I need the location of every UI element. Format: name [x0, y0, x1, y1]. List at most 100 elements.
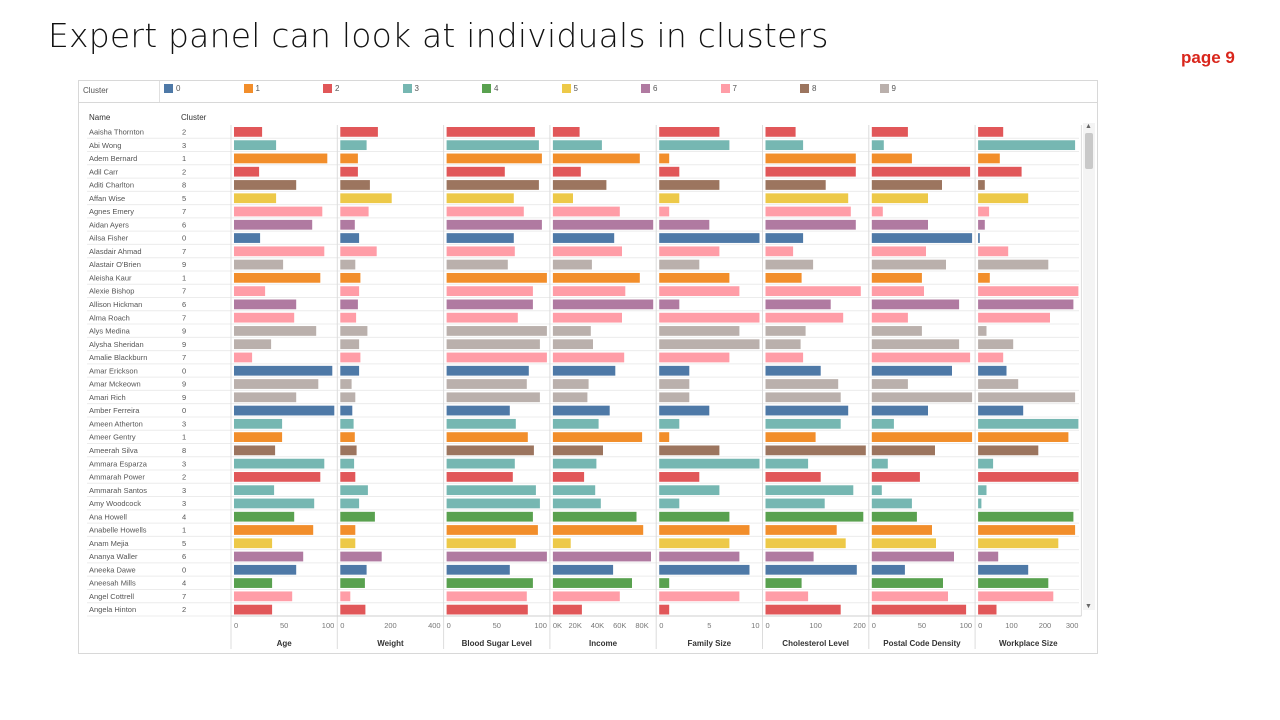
bar: [446, 233, 514, 243]
row-cluster: 7: [182, 247, 186, 256]
bar: [978, 379, 1019, 389]
bar: [340, 392, 356, 403]
bar: [978, 472, 1079, 482]
bar: [978, 604, 997, 615]
row-cluster: 0: [182, 234, 186, 243]
bar: [446, 180, 539, 190]
bar: [871, 511, 917, 522]
bar: [765, 219, 856, 230]
bar: [340, 193, 392, 204]
bar: [552, 299, 654, 310]
cluster-bar-chart: Name Cluster Aaisha Thornton 2 Abi Wong 3 Adem…: [87, 113, 1082, 649]
bar: [234, 246, 325, 257]
bar: [978, 432, 1069, 442]
axis-title: Weight: [377, 639, 404, 648]
bar: [871, 193, 928, 204]
bar: [340, 326, 368, 336]
bar: [978, 392, 1076, 403]
bar: [871, 418, 894, 429]
row-cluster: 2: [182, 605, 186, 614]
tick-label: 0: [978, 621, 982, 630]
bar: [552, 312, 622, 323]
row-name: Alastair O'Brien: [89, 260, 141, 269]
legend-swatch: [243, 84, 253, 93]
bar: [446, 127, 535, 137]
bar: [765, 392, 841, 403]
bar: [978, 458, 994, 469]
bar: [978, 538, 1059, 549]
bar: [234, 538, 273, 549]
bar: [340, 299, 358, 310]
scroll-up-icon[interactable]: ▲: [1085, 123, 1092, 130]
tick-label: 0: [659, 621, 663, 630]
scrollbar-thumb[interactable]: [1085, 133, 1093, 169]
row-name: Aneeka Dawe: [89, 565, 136, 574]
bar: [765, 299, 831, 310]
bar: [234, 180, 297, 190]
tick-label: 80K: [635, 621, 648, 630]
bar: [659, 578, 670, 588]
bar: [765, 166, 856, 177]
row-name: Anabelle Howells: [89, 526, 147, 535]
bar: [552, 365, 616, 376]
row-cluster: 9: [182, 327, 186, 336]
bar: [234, 445, 276, 456]
bar: [552, 538, 571, 549]
bar: [659, 299, 680, 310]
bar: [234, 511, 295, 522]
bar: [340, 166, 358, 177]
row-name: Amy Woodcock: [89, 499, 141, 508]
vertical-scrollbar[interactable]: ▲ ▼: [1083, 123, 1095, 610]
bar: [446, 511, 533, 522]
bar: [659, 472, 700, 482]
bar: [659, 272, 730, 283]
bar: [446, 153, 542, 164]
row-name: Ammarah Power: [89, 473, 145, 482]
bar: [978, 153, 1000, 164]
bar: [552, 166, 581, 177]
bar: [446, 525, 538, 535]
scroll-down-icon[interactable]: ▼: [1085, 603, 1092, 610]
tick-label: 100: [322, 621, 335, 630]
bar: [659, 140, 730, 151]
bar: [446, 246, 515, 257]
bar: [234, 418, 283, 429]
bar: [552, 259, 592, 270]
axis-title: Family Size: [688, 639, 732, 648]
bar: [978, 405, 1024, 416]
legend-label: 9: [891, 84, 896, 93]
bar: [871, 432, 973, 442]
bar: [234, 379, 319, 389]
bar: [978, 140, 1076, 151]
tick-label: 0: [872, 621, 876, 630]
bar: [552, 551, 651, 562]
cluster-legend: Cluster 0 1 2 3 4 5 6 7 8 9: [79, 81, 1097, 103]
row-cluster: 9: [182, 380, 186, 389]
bar: [446, 564, 510, 575]
bar: [552, 604, 582, 615]
bar: [659, 525, 750, 535]
legend-swatch: [402, 84, 412, 93]
bar: [340, 286, 360, 297]
row-cluster: 7: [182, 287, 186, 296]
row-cluster: 7: [182, 353, 186, 362]
bar: [552, 352, 625, 363]
bar: [552, 219, 654, 230]
legend-label: 6: [653, 84, 658, 93]
bar: [978, 233, 980, 243]
bar: [871, 259, 946, 270]
bar: [659, 153, 670, 164]
row-cluster: 5: [182, 194, 186, 203]
bar: [446, 365, 529, 376]
row-cluster: 3: [182, 459, 186, 468]
bar: [978, 127, 1004, 137]
bar: [552, 246, 622, 257]
row-cluster: 7: [182, 207, 186, 216]
bar: [552, 485, 596, 496]
row-cluster: 7: [182, 313, 186, 322]
row-name: Angel Cottrell: [89, 592, 134, 601]
bar: [871, 299, 960, 310]
bar: [340, 379, 352, 389]
row-name: Alys Medina: [89, 327, 131, 336]
bar: [871, 604, 967, 615]
